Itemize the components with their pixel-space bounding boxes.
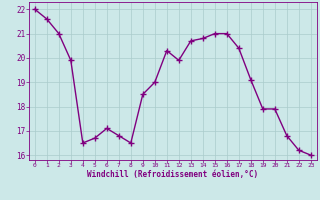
X-axis label: Windchill (Refroidissement éolien,°C): Windchill (Refroidissement éolien,°C) <box>87 170 258 179</box>
